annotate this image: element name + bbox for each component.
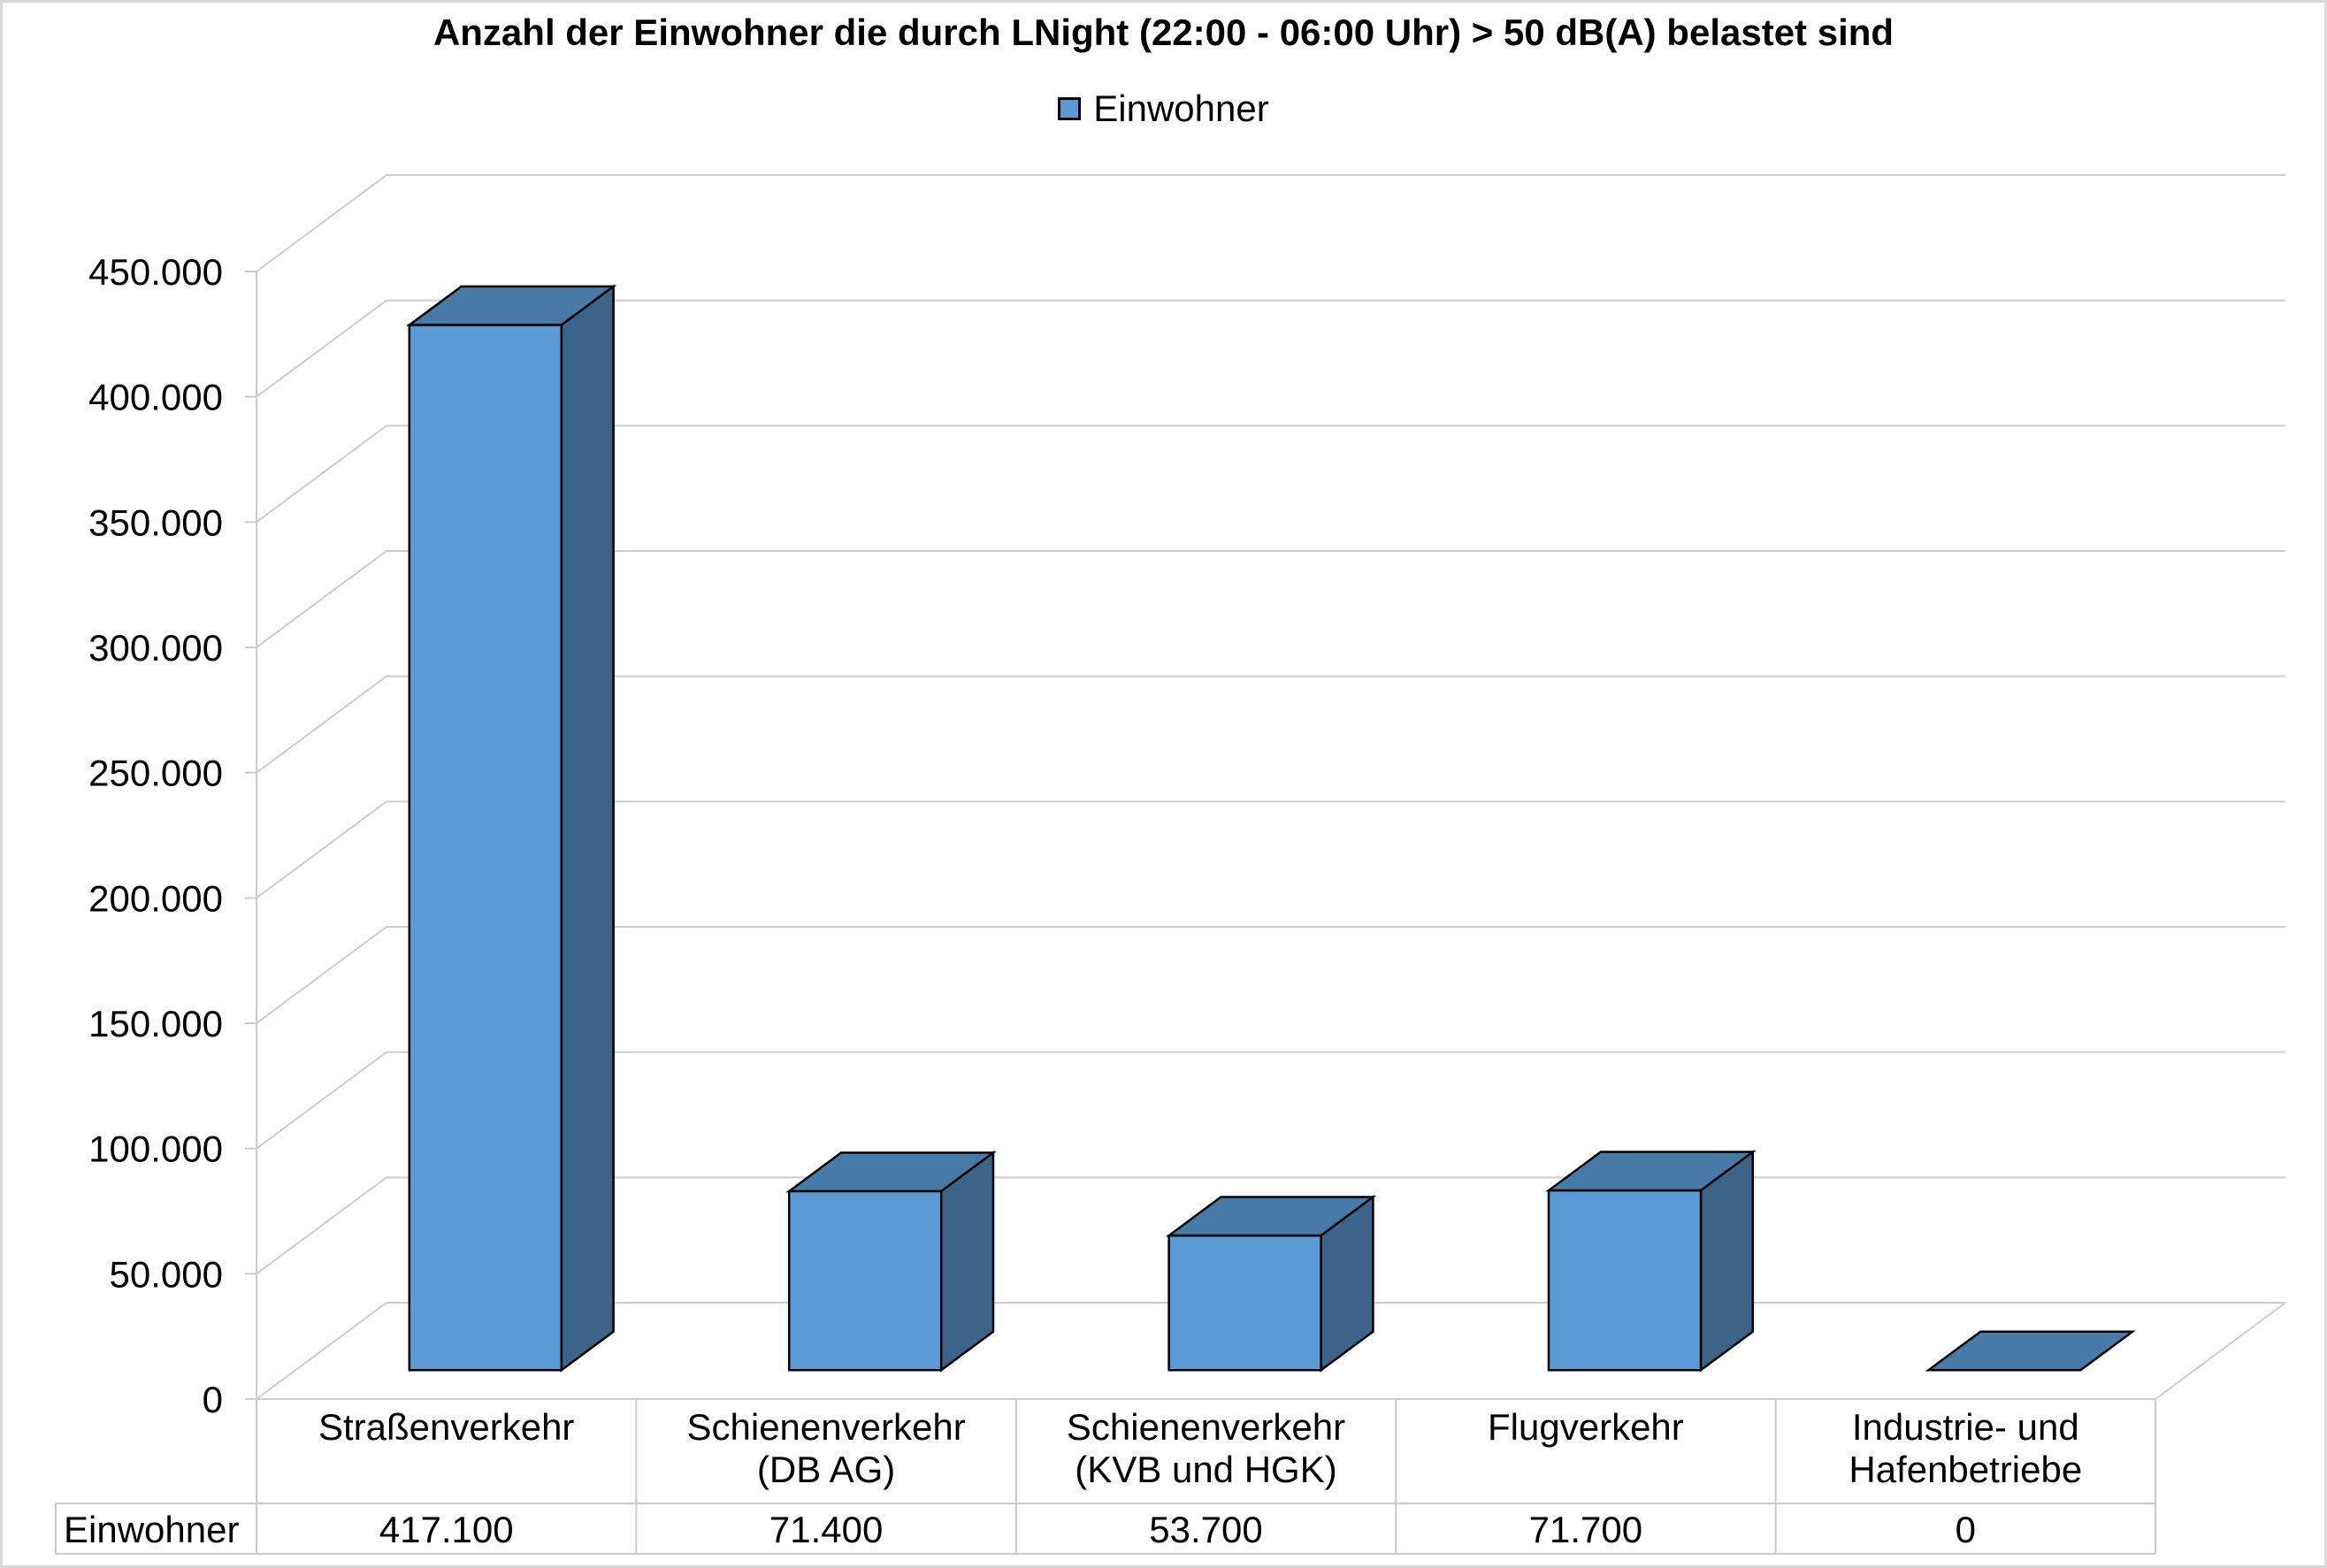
gridline <box>256 1051 2285 1150</box>
y-axis-label: 450.000 <box>88 251 223 293</box>
bar-flugverkehr <box>1545 1150 1757 1373</box>
table-value: 71.400 <box>769 1509 883 1550</box>
table-row-header: Einwohner <box>64 1509 239 1550</box>
category-label: Flugverkehr <box>1488 1406 1684 1448</box>
gridline <box>256 800 2285 899</box>
legend: Einwohner <box>0 88 2327 129</box>
y-axis-label: 150.000 <box>88 1003 223 1044</box>
bar-front-face <box>1167 1234 1322 1372</box>
table-value: 71.700 <box>1529 1509 1642 1550</box>
bar-front-face <box>1547 1189 1703 1372</box>
bar-industrie-und-hafenbetriebe <box>1925 1330 2136 1372</box>
gridline <box>256 550 2285 648</box>
bar-front-face <box>408 324 563 1372</box>
y-axis-label: 200.000 <box>88 877 223 919</box>
category-label: Straßenverkehr <box>318 1406 574 1448</box>
data-table: Straßenverkehr Schienenverkehr(DB AG)Schi… <box>55 1399 2156 1555</box>
gridline <box>256 425 2285 524</box>
y-axis-label: 100.000 <box>88 1128 223 1170</box>
y-axis-label: 250.000 <box>88 753 223 794</box>
legend-label: Einwohner <box>1093 88 1269 129</box>
bar-zero-face <box>1925 1330 2136 1372</box>
y-axis-label: 350.000 <box>88 501 223 543</box>
bar-schienenverkehr-db-ag <box>785 1150 997 1373</box>
y-axis-label: 300.000 <box>88 627 223 669</box>
y-axis-label: 0 <box>203 1379 223 1420</box>
gridline <box>256 926 2285 1024</box>
chart-title: Anzahl der Einwohner die durch LNight (2… <box>432 11 1895 53</box>
y-axis-label: 50.000 <box>110 1253 223 1295</box>
category-label: Schienenverkehr <box>687 1406 966 1448</box>
table-value: 417.100 <box>379 1509 514 1550</box>
gridline <box>256 299 2285 398</box>
bar-side-face <box>939 1150 995 1373</box>
category-label: (DB AG) <box>757 1449 895 1490</box>
category-label: Schienenverkehr <box>1067 1406 1345 1448</box>
gridline <box>256 174 2285 272</box>
bar-schienenverkehr-kvb-und-hgk <box>1165 1195 1377 1373</box>
bar-stra-enverkehr <box>406 284 617 1373</box>
bar-front-face <box>787 1189 943 1372</box>
category-label: (KVB und HGK) <box>1075 1449 1336 1490</box>
category-label: Industrie- und <box>1852 1406 2079 1448</box>
bar-side-face <box>1699 1150 1755 1373</box>
category-label: Hafenbetriebe <box>1849 1449 2082 1490</box>
y-axis-label: 400.000 <box>88 377 223 418</box>
table-value: 53.700 <box>1149 1509 1262 1550</box>
bar-side-face <box>560 284 615 1373</box>
gridline <box>256 675 2285 774</box>
bars <box>406 284 2136 1373</box>
legend-swatch-einwohner <box>1058 97 1082 120</box>
floor-right-edge <box>2155 1302 2286 1400</box>
table-value: 0 <box>1956 1509 1976 1550</box>
